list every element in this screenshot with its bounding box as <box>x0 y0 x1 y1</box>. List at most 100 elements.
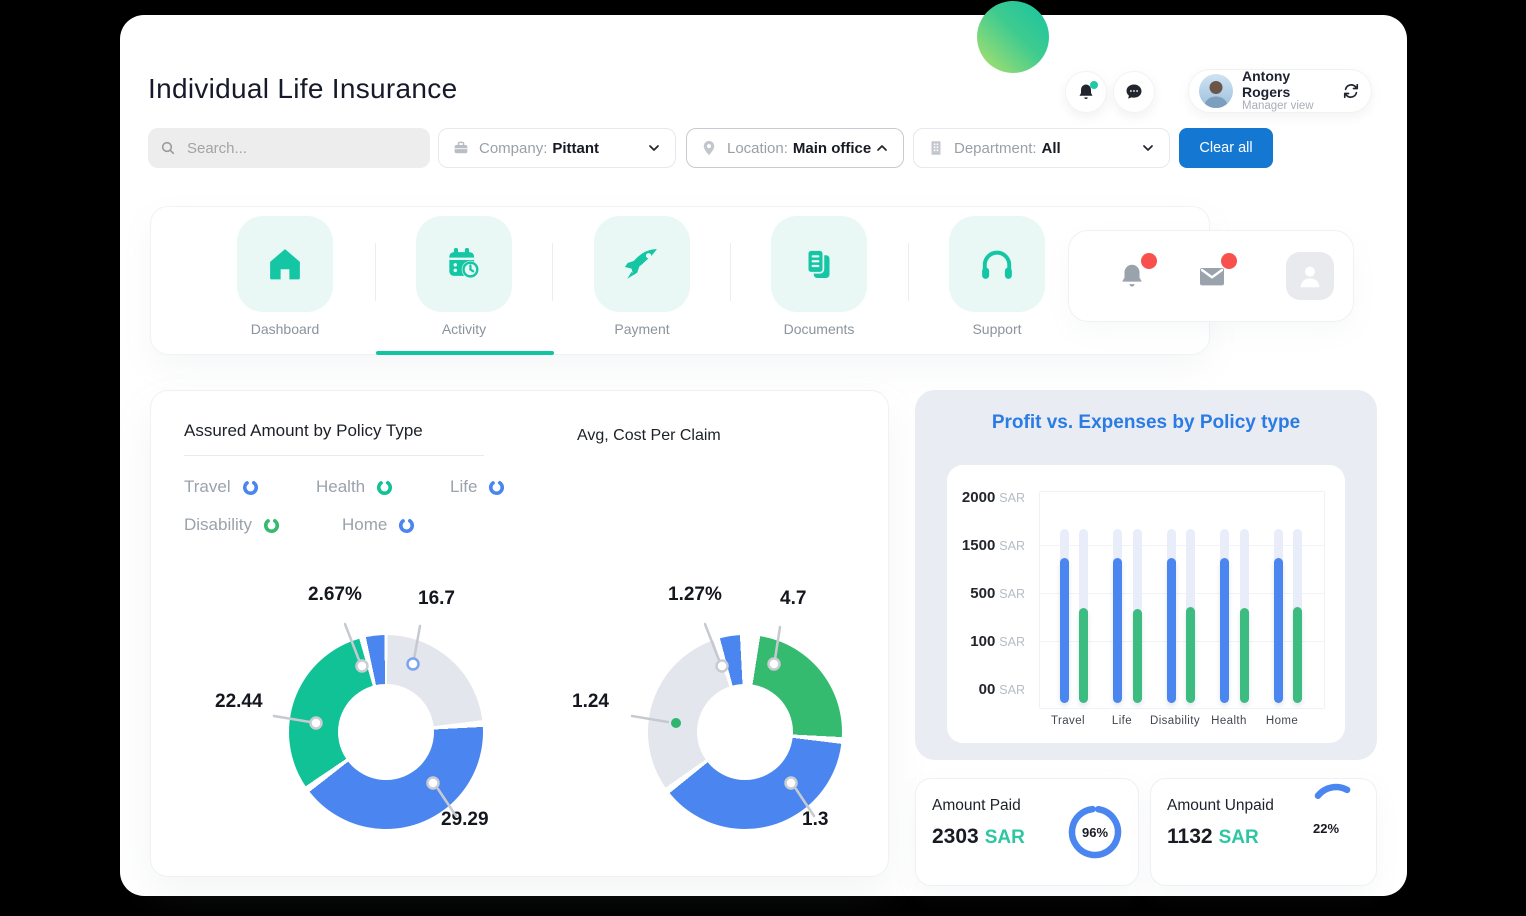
mail-icon[interactable] <box>1193 253 1237 295</box>
chevron-up-icon <box>874 140 890 156</box>
legend-item-life[interactable]: Life <box>450 477 505 497</box>
active-tab-indicator <box>376 351 554 355</box>
tab-label: Support <box>972 321 1022 337</box>
legend-label: Health <box>316 477 366 496</box>
donut-label: 1.24 <box>572 691 609 712</box>
location-label: Location: <box>727 139 788 157</box>
x-axis-label: Health <box>1211 715 1247 727</box>
ring-icon <box>377 479 393 495</box>
app-page: Individual Life Insurance Company: Pitta… <box>120 15 1407 896</box>
search-box[interactable] <box>148 128 430 168</box>
avg-cost-title: Avg, Cost Per Claim <box>577 427 721 444</box>
nav-card: Dashboard Activity Payment Documents Sup <box>150 206 1210 355</box>
tab-dashboard[interactable]: Dashboard <box>237 216 333 337</box>
bar-profit <box>1167 558 1176 703</box>
ring-icon <box>399 517 415 533</box>
unpaid-progress-arc <box>1309 783 1363 837</box>
legend-item-travel[interactable]: Travel <box>184 477 259 497</box>
kpi-percent: 22% <box>1313 821 1340 836</box>
ring-icon <box>263 517 280 533</box>
donut-label: 4.7 <box>780 588 807 609</box>
company-label: Company: <box>479 139 548 157</box>
legend-item-health[interactable]: Health <box>316 477 393 497</box>
bar-profit <box>1220 558 1229 703</box>
user-name: Antony Rogers <box>1242 68 1291 101</box>
donut-label: 2.67% <box>308 584 362 605</box>
y-axis-tick: 00 SAR <box>978 681 1025 698</box>
calendar-clock-icon <box>416 216 512 312</box>
notification-panel <box>1068 230 1354 322</box>
y-axis-tick: 100 SAR <box>970 633 1025 650</box>
x-axis-label: Life <box>1111 715 1133 727</box>
legend-item-home[interactable]: Home <box>342 515 415 535</box>
search-icon <box>161 141 175 155</box>
x-axis-label: Travel <box>1051 715 1085 727</box>
user-menu[interactable]: Antony Rogers Manager view <box>1188 68 1372 113</box>
chat-button[interactable] <box>1113 71 1155 113</box>
clear-all-button[interactable]: Clear all <box>1179 128 1273 168</box>
tab-support[interactable]: Support <box>949 216 1045 337</box>
bar-profit <box>1274 558 1283 703</box>
chevron-down-icon <box>646 140 662 156</box>
user-role: Manager view <box>1242 100 1314 113</box>
legend-label: Travel <box>184 477 231 496</box>
kpi-percent: 96% <box>1081 824 1109 840</box>
x-axis-label: Disability <box>1149 715 1200 727</box>
bar-expenses <box>1186 607 1195 703</box>
kpi-currency: SAR <box>984 827 1025 848</box>
department-value: All <box>1041 139 1061 157</box>
legend-label: Life <box>450 477 478 496</box>
company-select[interactable]: Company: Pittant <box>438 128 676 168</box>
kpi-value: 2303 <box>932 825 979 848</box>
department-label: Department: <box>954 139 1037 157</box>
headphones-icon <box>949 216 1045 312</box>
rocket-icon <box>594 216 690 312</box>
legend-label: Disability <box>184 515 253 534</box>
bell-icon <box>1076 81 1098 102</box>
bell-icon[interactable] <box>1113 253 1157 295</box>
donut-label: 16.7 <box>418 588 455 609</box>
bar-chart-box: 2000 SAR 1500 SAR 500 SAR 100 SAR 00 SAR Travel Lif… <box>947 465 1345 743</box>
chat-icon <box>1124 82 1144 102</box>
bar-profit <box>1060 558 1069 703</box>
kpi-label: Amount Unpaid <box>1167 797 1274 814</box>
legend-label: Home <box>342 515 388 534</box>
donut-label: 22.44 <box>215 691 263 712</box>
tab-label: Dashboard <box>250 321 320 337</box>
bar-expenses <box>1293 607 1302 703</box>
briefcase-icon <box>454 141 468 154</box>
tab-documents[interactable]: Documents <box>771 216 867 337</box>
y-axis-tick: 500 SAR <box>970 585 1025 602</box>
kpi-currency: SAR <box>1218 827 1259 848</box>
donut-chart-assured <box>289 635 483 829</box>
search-input[interactable] <box>184 138 418 158</box>
tab-label: Payment <box>614 321 670 337</box>
documents-icon <box>771 216 867 312</box>
decorative-gradient-circle <box>977 1 1049 73</box>
chevron-down-icon <box>1140 140 1156 156</box>
donut-label: 29.29 <box>441 809 489 830</box>
amount-unpaid-card: Amount Unpaid 1132 SAR 22% <box>1150 778 1377 886</box>
bar-expenses <box>1079 608 1088 703</box>
legend-item-disability[interactable]: Disability <box>184 515 280 535</box>
location-select[interactable]: Location: Main office <box>686 128 904 168</box>
bar-profit <box>1113 558 1122 703</box>
donut-chart-avg-cost <box>648 635 842 829</box>
notifications-button[interactable] <box>1065 71 1107 113</box>
bar-expenses <box>1133 609 1142 703</box>
ring-icon <box>242 479 258 495</box>
bar-expenses <box>1240 608 1249 703</box>
tab-activity[interactable]: Activity <box>416 216 512 337</box>
location-value: Main office <box>792 139 872 157</box>
avatar <box>1199 74 1233 108</box>
kpi-value: 1132 <box>1167 825 1213 848</box>
panel-title: Profit vs. Expenses by Policy type <box>991 412 1301 433</box>
profit-expenses-panel: Profit vs. Expenses by Policy type 2000 S… <box>915 390 1377 760</box>
user-icon[interactable] <box>1286 252 1334 300</box>
department-select[interactable]: Department: All <box>913 128 1170 168</box>
bar-plot <box>1039 491 1325 709</box>
y-axis-tick: 1500 SAR <box>961 537 1025 554</box>
donut-label: 1.27% <box>668 584 722 605</box>
sync-icon[interactable] <box>1341 81 1361 101</box>
tab-payment[interactable]: Payment <box>594 216 690 337</box>
